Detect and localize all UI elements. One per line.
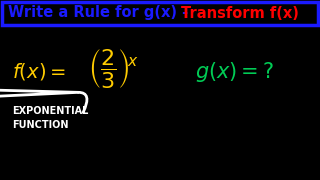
Text: EXPONENTIAL
FUNCTION: EXPONENTIAL FUNCTION (12, 106, 88, 130)
Text: $\left(\dfrac{2}{3}\right)^{\!\mathit{x}}$: $\left(\dfrac{2}{3}\right)^{\!\mathit{x}… (88, 46, 139, 89)
Text: Transform f(x): Transform f(x) (181, 6, 299, 21)
Text: Write a Rule for g(x) -: Write a Rule for g(x) - (8, 6, 193, 21)
Text: $\mathit{g(x) = ?}$: $\mathit{g(x) = ?}$ (195, 60, 274, 84)
FancyBboxPatch shape (2, 2, 318, 25)
Text: $\mathit{f(x)=}$: $\mathit{f(x)=}$ (12, 62, 66, 82)
